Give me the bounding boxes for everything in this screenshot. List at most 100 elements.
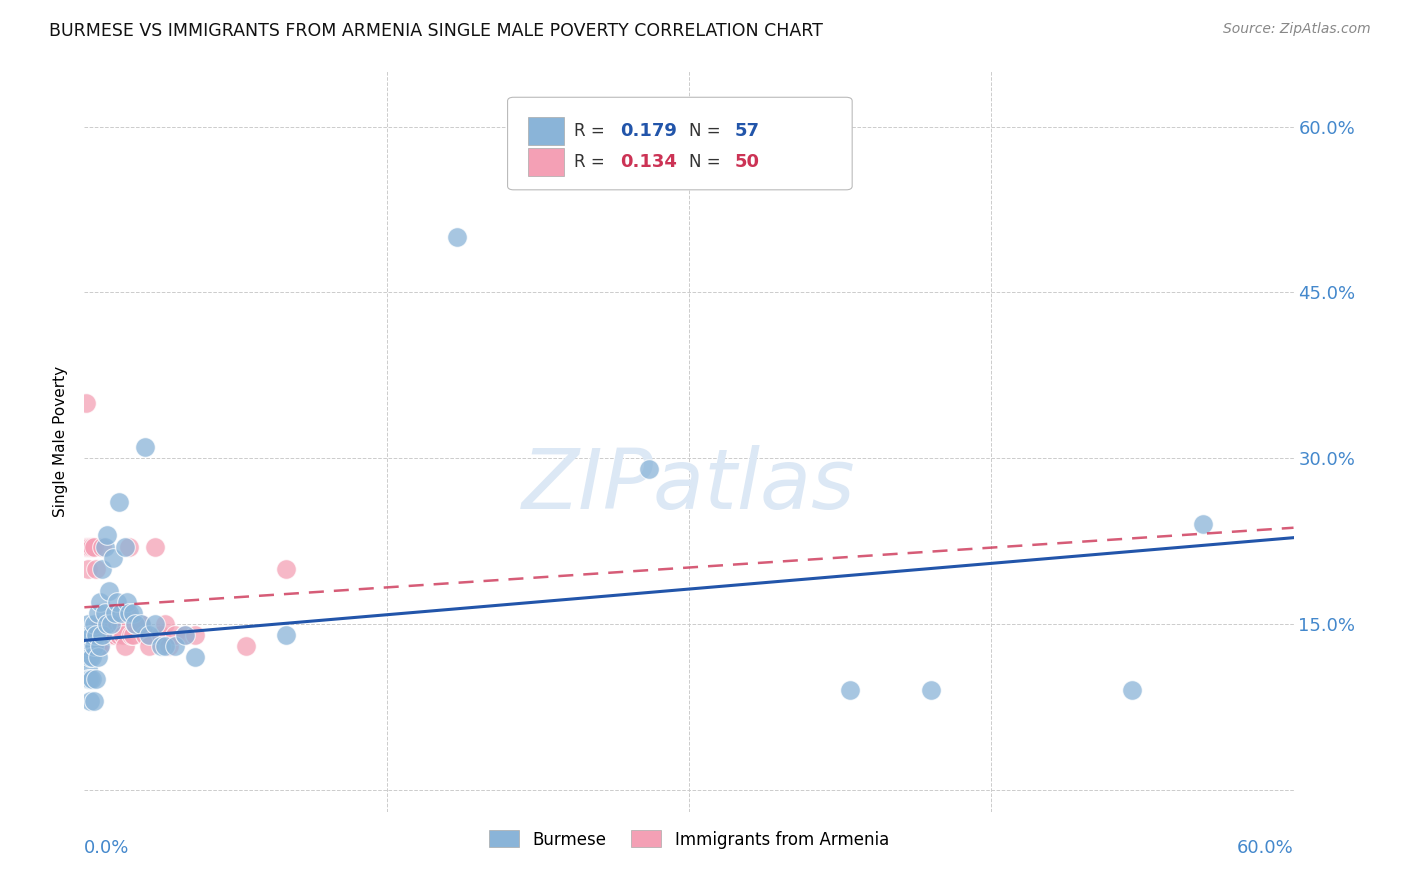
Text: 50: 50 xyxy=(735,153,759,171)
Point xyxy=(1192,517,1215,532)
Point xyxy=(138,628,160,642)
Point xyxy=(77,540,100,554)
Point xyxy=(89,639,111,653)
Point xyxy=(839,683,862,698)
Legend: Burmese, Immigrants from Armenia: Burmese, Immigrants from Armenia xyxy=(482,823,896,855)
Point xyxy=(82,628,104,642)
Text: ZIPatlas: ZIPatlas xyxy=(522,445,856,526)
Point xyxy=(138,639,160,653)
Point xyxy=(79,628,101,642)
Point xyxy=(104,628,127,642)
Point xyxy=(75,540,97,554)
Point xyxy=(75,628,97,642)
Text: R =: R = xyxy=(574,122,610,140)
Point xyxy=(115,595,138,609)
Point xyxy=(124,616,146,631)
Point xyxy=(104,606,127,620)
Point xyxy=(120,628,142,642)
Point xyxy=(82,672,104,686)
Point xyxy=(110,616,132,631)
Point xyxy=(115,606,138,620)
Point xyxy=(107,628,129,642)
Point xyxy=(86,672,108,686)
Bar xyxy=(529,148,564,177)
Point xyxy=(129,616,152,631)
Point xyxy=(91,540,114,554)
Point xyxy=(93,606,115,620)
Point xyxy=(174,628,197,642)
Point xyxy=(105,595,128,609)
Point xyxy=(75,639,97,653)
Point xyxy=(114,639,136,653)
Point xyxy=(184,628,207,642)
Text: R =: R = xyxy=(574,153,610,171)
Text: BURMESE VS IMMIGRANTS FROM ARMENIA SINGLE MALE POVERTY CORRELATION CHART: BURMESE VS IMMIGRANTS FROM ARMENIA SINGL… xyxy=(49,22,823,40)
Point xyxy=(79,650,101,665)
Point xyxy=(83,628,105,642)
Point xyxy=(143,540,166,554)
Text: 60.0%: 60.0% xyxy=(1237,839,1294,857)
Point xyxy=(77,639,100,653)
FancyBboxPatch shape xyxy=(508,97,852,190)
Point xyxy=(77,639,100,653)
Text: 0.179: 0.179 xyxy=(620,122,676,140)
Point xyxy=(920,683,942,698)
Point xyxy=(89,616,111,631)
Point xyxy=(87,606,110,620)
Point xyxy=(165,639,187,653)
Point xyxy=(107,495,129,509)
Point xyxy=(100,616,122,631)
Point xyxy=(87,639,110,653)
Point xyxy=(637,462,659,476)
Text: Source: ZipAtlas.com: Source: ZipAtlas.com xyxy=(1223,22,1371,37)
Point xyxy=(114,540,136,554)
Point xyxy=(96,616,118,631)
Point xyxy=(93,540,115,554)
Point xyxy=(118,606,141,620)
Point xyxy=(87,650,110,665)
Point xyxy=(77,561,100,575)
Point xyxy=(235,639,257,653)
Point xyxy=(134,440,156,454)
Point xyxy=(274,561,297,575)
Point xyxy=(184,650,207,665)
Point xyxy=(153,616,176,631)
Point xyxy=(149,639,172,653)
Point xyxy=(446,230,468,244)
Text: N =: N = xyxy=(689,153,725,171)
Point xyxy=(101,616,124,631)
Point xyxy=(134,628,156,642)
Point xyxy=(93,616,115,631)
Point xyxy=(86,561,108,575)
Point xyxy=(96,616,118,631)
Point xyxy=(143,616,166,631)
Point xyxy=(83,540,105,554)
Point xyxy=(111,628,134,642)
Y-axis label: Single Male Poverty: Single Male Poverty xyxy=(53,366,69,517)
Text: N =: N = xyxy=(689,122,725,140)
Point xyxy=(124,616,146,631)
Point xyxy=(91,628,114,642)
Point xyxy=(77,661,100,675)
Point xyxy=(274,628,297,642)
Point xyxy=(89,639,111,653)
Point xyxy=(79,694,101,708)
Point xyxy=(121,628,143,642)
Point xyxy=(100,628,122,642)
Point xyxy=(86,628,108,642)
Point xyxy=(110,606,132,620)
Point xyxy=(82,628,104,642)
Point xyxy=(83,639,105,653)
Point xyxy=(157,639,180,653)
Point xyxy=(79,628,101,642)
Point xyxy=(97,628,120,642)
Point xyxy=(82,540,104,554)
Text: 57: 57 xyxy=(735,122,759,140)
Text: 0.0%: 0.0% xyxy=(84,839,129,857)
Point xyxy=(91,628,114,642)
Point xyxy=(153,639,176,653)
Point xyxy=(87,616,110,631)
Point xyxy=(165,628,187,642)
Text: 0.134: 0.134 xyxy=(620,153,676,171)
Point xyxy=(75,639,97,653)
